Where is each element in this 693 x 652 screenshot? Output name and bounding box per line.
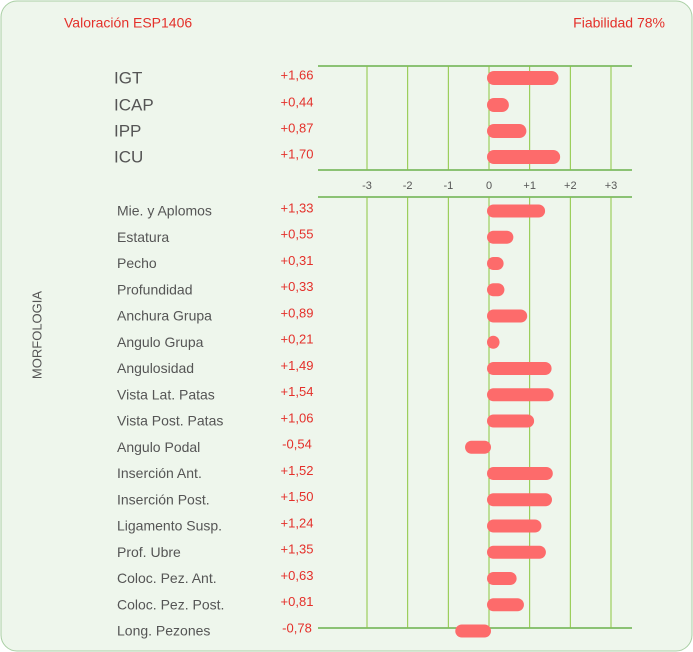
- value-label: +1,06: [281, 410, 314, 425]
- category-label: Vista Post. Patas: [117, 413, 223, 429]
- bar: [487, 520, 541, 533]
- category-label: Coloc. Pez. Ant.: [117, 570, 217, 586]
- bar: [487, 310, 527, 323]
- y-axis-label: MORFOLOGIA: [29, 291, 44, 379]
- x-tick-label: +2: [564, 180, 577, 192]
- bar: [465, 441, 491, 454]
- bar: [487, 546, 546, 559]
- category-label: IGT: [114, 68, 142, 87]
- bar: [487, 362, 552, 375]
- bar: [487, 415, 534, 428]
- value-label: +0,21: [281, 332, 314, 347]
- value-label: +0,89: [281, 305, 314, 320]
- value-label: -0,78: [282, 620, 312, 635]
- category-label: ICAP: [114, 95, 154, 114]
- bar: [487, 283, 504, 296]
- value-label: +1,35: [281, 542, 314, 557]
- category-label: Vista Lat. Patas: [117, 386, 215, 402]
- category-label: Coloc. Pez. Post.: [117, 596, 224, 612]
- category-label: Profundidad: [117, 281, 193, 297]
- value-label: +1,70: [281, 146, 314, 161]
- value-label: +0,87: [281, 120, 314, 135]
- value-label: +1,52: [281, 463, 314, 478]
- x-tick-label: +3: [605, 180, 618, 192]
- category-label: Angulo Grupa: [117, 334, 204, 350]
- category-label: Prof. Ubre: [117, 544, 181, 560]
- value-label: +0,63: [281, 568, 314, 583]
- panel-background: [1, 1, 692, 651]
- category-label: IPP: [114, 121, 141, 140]
- bar: [487, 257, 504, 270]
- category-label: Long. Pezones: [117, 623, 210, 639]
- x-tick-label: 0: [486, 180, 492, 192]
- category-label: Inserción Ant.: [117, 465, 202, 481]
- value-label: +0,44: [281, 94, 314, 109]
- value-label: +1,49: [281, 358, 314, 373]
- category-label: Angulo Podal: [117, 439, 200, 455]
- category-label: Pecho: [117, 255, 157, 271]
- category-label: Inserción Post.: [117, 491, 210, 507]
- x-tick-label: -1: [443, 180, 453, 192]
- value-label: +0,55: [281, 227, 314, 242]
- bar: [487, 124, 526, 138]
- bar: [487, 388, 554, 401]
- value-label: +0,33: [281, 279, 314, 294]
- bar: [487, 572, 517, 585]
- bar: [487, 493, 552, 506]
- page: {"chart_data": [ {"type": "bar", "orient…: [0, 0, 693, 652]
- value-label: +1,24: [281, 515, 314, 530]
- x-tick-label: -3: [362, 180, 372, 192]
- bar: [487, 205, 545, 218]
- bar: [487, 231, 513, 244]
- bar: [487, 598, 524, 611]
- bar: [487, 71, 559, 85]
- category-label: Anchura Grupa: [117, 308, 212, 324]
- value-label: +1,50: [281, 489, 314, 504]
- bar: [487, 98, 509, 112]
- bar: [487, 467, 553, 480]
- bar: [487, 336, 500, 349]
- category-label: Estatura: [117, 229, 169, 245]
- category-label: Ligamento Susp.: [117, 518, 222, 534]
- bar: [455, 625, 491, 638]
- value-label: +0,31: [281, 253, 314, 268]
- chart-title: Valoración ESP1406: [64, 15, 192, 31]
- category-label: Mie. y Aplomos: [117, 203, 212, 219]
- value-label: +1,54: [281, 384, 314, 399]
- category-label: Angulosidad: [117, 360, 194, 376]
- x-tick-label: +1: [523, 180, 536, 192]
- value-label: +1,33: [281, 200, 314, 215]
- value-label: +1,66: [281, 67, 314, 82]
- value-label: -0,54: [282, 437, 312, 452]
- value-label: +0,81: [281, 594, 314, 609]
- reliability: Fiabilidad 78%: [573, 15, 665, 31]
- x-tick-label: -2: [403, 180, 413, 192]
- category-label: ICU: [114, 147, 143, 166]
- bar: [487, 150, 560, 164]
- chart: Valoración ESP1406 Fiabilidad 78% MORFOL…: [0, 0, 693, 652]
